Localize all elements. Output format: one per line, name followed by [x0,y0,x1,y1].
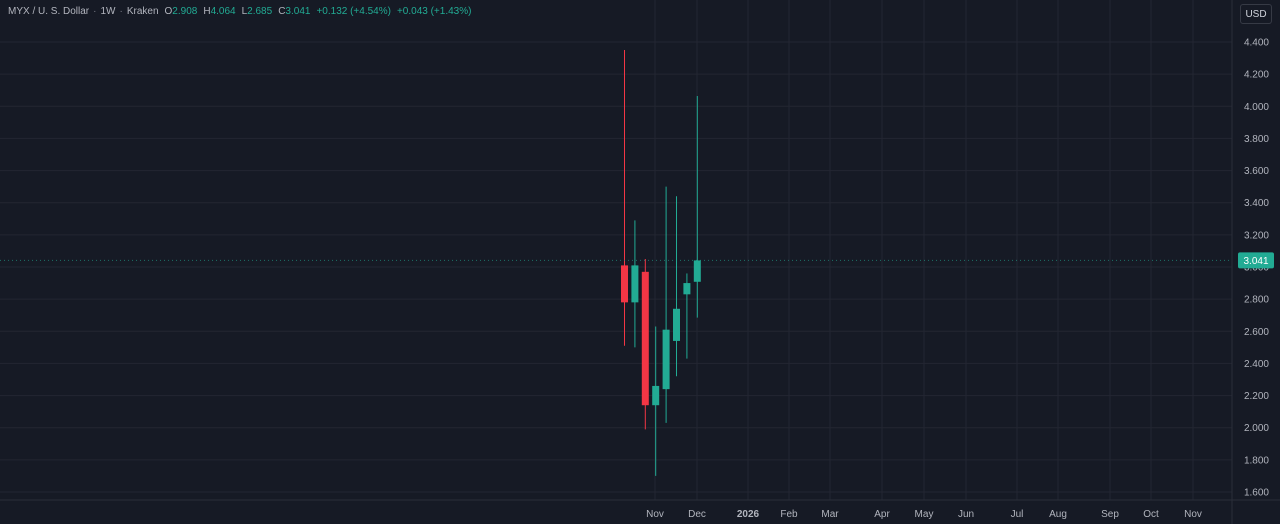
time-tick-label: Feb [780,509,798,520]
candle-body [631,265,639,303]
last-price-label: 3.041 [1243,256,1268,267]
close-label: C [278,6,286,17]
time-tick-label: Apr [874,509,890,520]
price-tick-label: 2.000 [1244,423,1269,434]
symbol-legend: MYX / U. S. Dollar · 1W · Kraken O 2.908 … [8,6,472,17]
candle-body [683,283,691,295]
time-tick-label: Sep [1101,509,1119,520]
price-tick-label: 3.800 [1244,134,1269,145]
price-tick-label: 3.400 [1244,198,1269,209]
candle-body [662,329,670,390]
price-tick-label: 4.200 [1244,70,1269,81]
last-price-tag [1238,252,1274,269]
time-axis[interactable]: Nov Dec 2026 Feb Mar Apr May Jun Jul Aug Sep Oct Nov [646,509,1202,520]
price-axis[interactable]: 4.4004.2004.0003.8003.6003.4003.2003.000… [1238,38,1274,499]
candle-body [673,308,680,341]
price-tick-label: 2.800 [1244,295,1269,306]
time-tick-label: Nov [646,509,664,520]
open-value: 2.908 [172,6,198,17]
high-value: 4.064 [210,6,236,17]
open-label: O [164,6,173,17]
time-tick-label: Dec [688,509,706,520]
price-tick-label: 2.400 [1244,359,1269,370]
price-tick-label: 1.800 [1244,455,1269,466]
interval-label: 1W [100,6,116,17]
low-value: 2.685 [247,6,273,17]
time-tick-label: Mar [821,509,839,520]
time-tick-label: Nov [1184,509,1202,520]
change-value: +0.132 (+4.54%) [316,6,391,17]
candle-body [652,385,660,406]
high-label: H [203,6,211,17]
candle-body [693,260,701,282]
price-tick-label: 2.200 [1244,391,1269,402]
candle-body [641,271,649,406]
candle-body [621,265,628,303]
time-tick-label: Oct [1143,509,1159,520]
price-tick-label: 2.600 [1244,327,1269,338]
symbol-name[interactable]: MYX / U. S. Dollar [8,6,90,17]
change-value-secondary: +0.043 (+1.43%) [396,6,472,17]
low-label: L [241,6,248,17]
time-tick-label: Jun [958,509,974,520]
candles [0,50,1232,476]
time-tick-label: Jul [1011,509,1024,520]
currency-button[interactable]: USD [1240,4,1272,24]
price-tick-label: 4.400 [1244,38,1269,49]
time-tick-label: Aug [1049,509,1067,520]
price-tick-label: 3.600 [1244,166,1269,177]
price-tick-label: 3.200 [1244,230,1269,241]
time-tick-label: May [915,509,934,520]
price-tick-label: 4.000 [1244,102,1269,113]
close-value: 3.041 [285,6,311,17]
exchange-label: Kraken [126,6,159,17]
time-tick-label: 2026 [737,509,760,520]
price-tick-label: 1.600 [1244,488,1269,499]
